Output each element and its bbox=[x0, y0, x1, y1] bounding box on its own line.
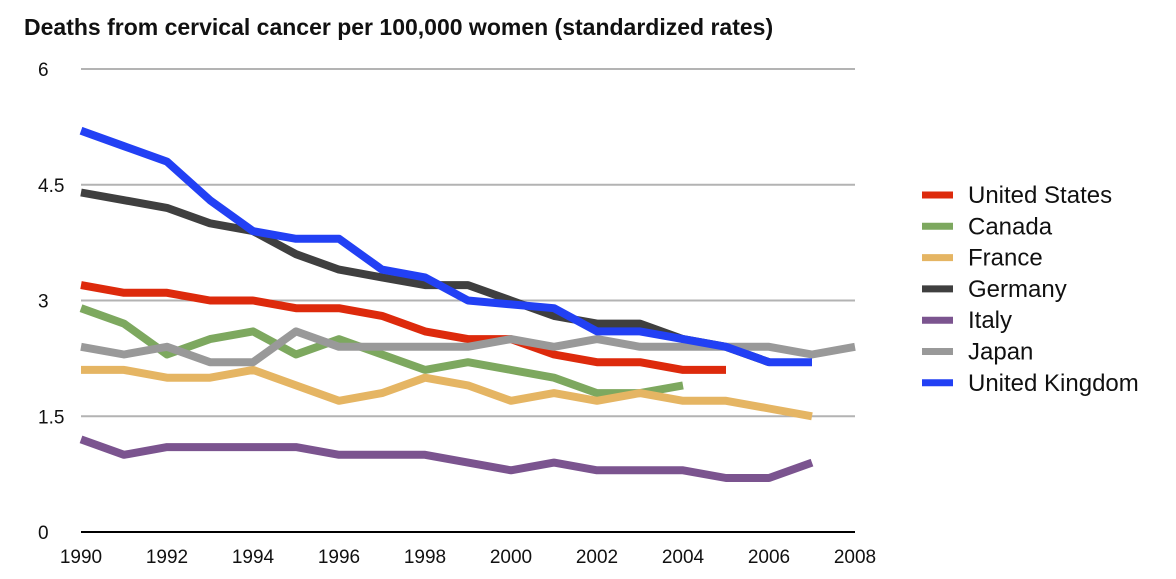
y-tick-label: 3 bbox=[38, 292, 49, 313]
series-line-france bbox=[81, 365, 813, 421]
legend-label-united-states: United States bbox=[968, 182, 1112, 209]
x-tick-label: 2008 bbox=[834, 547, 876, 568]
x-tick-label: 2004 bbox=[662, 547, 705, 568]
x-tick-label: 2002 bbox=[576, 547, 618, 568]
x-tick-label: 1994 bbox=[232, 547, 275, 568]
y-tick-label: 6 bbox=[38, 60, 49, 81]
series-line-united-kingdom bbox=[79, 126, 812, 367]
legend-label-italy: Italy bbox=[968, 307, 1012, 334]
series-line-germany bbox=[80, 188, 771, 366]
x-tick-label: 2000 bbox=[490, 547, 532, 568]
series-line-united-states bbox=[80, 281, 726, 374]
legend-label-canada: Canada bbox=[968, 213, 1053, 240]
series-line-italy bbox=[79, 435, 814, 482]
legend-label-germany: Germany bbox=[968, 276, 1067, 303]
x-tick-label: 1998 bbox=[404, 547, 446, 568]
x-tick-label: 1996 bbox=[318, 547, 360, 568]
x-tick-label: 1990 bbox=[60, 547, 102, 568]
x-tick-label: 2006 bbox=[748, 547, 790, 568]
legend-label-france: France bbox=[968, 245, 1043, 272]
y-tick-label: 1.5 bbox=[38, 407, 64, 428]
axes: 0 1.5 3 4.5 6 1990 1992 1994 1996 1998 2000 2002 200… bbox=[38, 60, 876, 568]
legend: United States Canada France Germany Italy Jap… bbox=[922, 182, 1139, 397]
x-tick-label: 1992 bbox=[146, 547, 188, 568]
legend-label-japan: Japan bbox=[968, 339, 1033, 366]
series-lines bbox=[79, 126, 856, 482]
chart-title: Deaths from cervical cancer per 100,000 … bbox=[24, 14, 774, 40]
y-tick-label: 0 bbox=[38, 523, 49, 544]
y-tick-label: 4.5 bbox=[38, 176, 64, 197]
legend-label-united-kingdom: United Kingdom bbox=[968, 370, 1139, 397]
